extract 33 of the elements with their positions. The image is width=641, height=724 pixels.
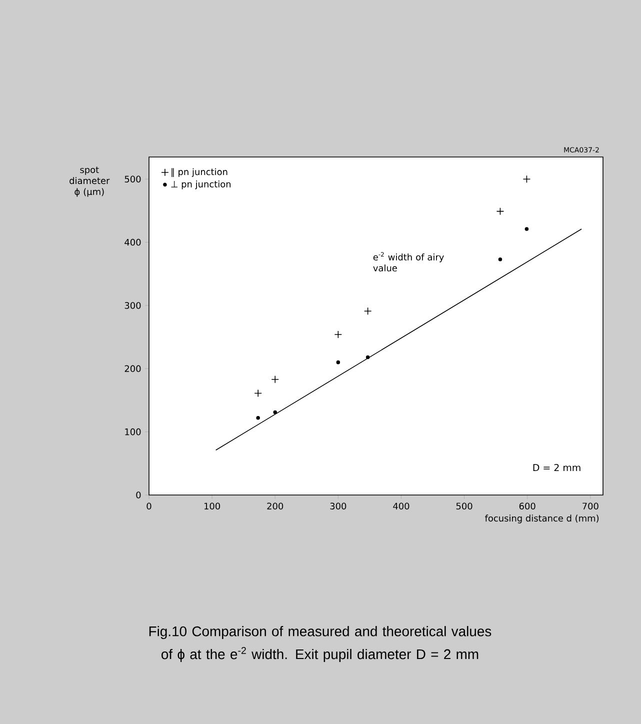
- y-tick-label: 300: [124, 302, 141, 309]
- point: [524, 227, 529, 231]
- point: [366, 355, 370, 360]
- x-tick-label: 100: [204, 502, 220, 510]
- y-tick-label: 100: [125, 428, 141, 436]
- point: [336, 360, 340, 364]
- point: [273, 410, 278, 414]
- point: [496, 207, 504, 216]
- legend-label: ⊥ pn junction: [171, 180, 231, 190]
- x-tick-label: 400: [393, 502, 410, 510]
- x-axis-title: focusing distance d (mm): [484, 514, 599, 524]
- annotation: e$^{-2}$ width of airy value: [373, 252, 444, 272]
- y-tick-label: 0: [136, 492, 141, 498]
- x-tick-label: 200: [267, 502, 284, 510]
- point: [522, 175, 531, 183]
- y-axis-title: spot diameter ϕ (μm): [70, 166, 110, 197]
- x-tick-label: 0: [146, 502, 152, 510]
- point: [254, 389, 262, 398]
- y-tick-label: 400: [124, 238, 141, 246]
- legend-label: ∥ pn junction: [172, 168, 228, 177]
- point: [256, 416, 260, 420]
- annotation: D = 2 mm: [533, 464, 580, 471]
- caption: Fig.10 Comparison of measured and theoretical values of ϕ at the e$^{-2}$ width. Exit pupil diameter D = 2 mm: [149, 626, 492, 662]
- x-tick-label: 500: [456, 502, 472, 510]
- y-tick-label: 500: [124, 176, 141, 182]
- x-tick-label: 600: [519, 502, 536, 510]
- x-tick-label: 700: [582, 502, 598, 510]
- point: [364, 307, 372, 316]
- x-tick-label: 300: [330, 502, 346, 510]
- point: [271, 375, 279, 384]
- point: [498, 257, 502, 262]
- y-tick-label: 200: [124, 365, 141, 372]
- point: [334, 330, 342, 338]
